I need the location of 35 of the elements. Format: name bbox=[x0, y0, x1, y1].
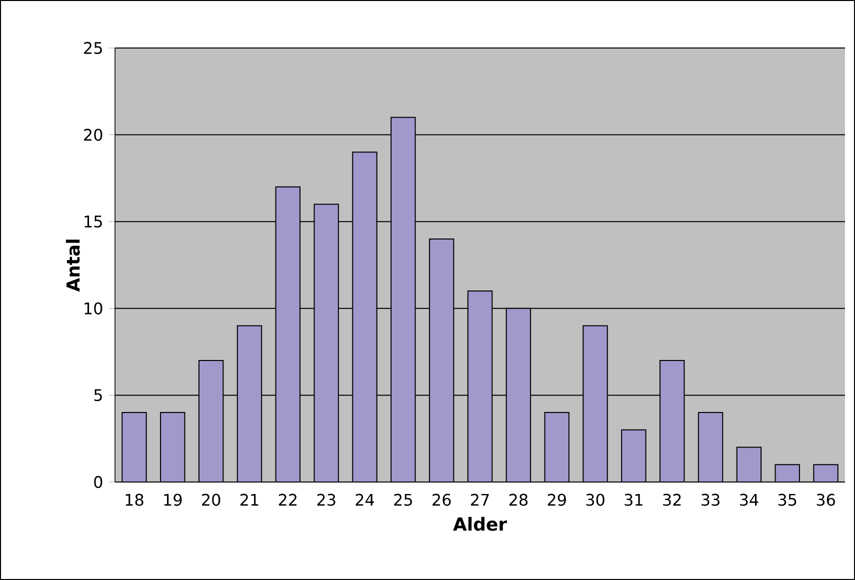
x-tick-label: 21 bbox=[240, 494, 258, 506]
x-tick-label: 24 bbox=[356, 494, 374, 506]
bar bbox=[698, 412, 724, 482]
y-tick-label: 25 bbox=[84, 42, 102, 54]
x-tick-label: 33 bbox=[702, 494, 720, 506]
y-tick-label: 10 bbox=[84, 302, 102, 314]
bar bbox=[621, 429, 646, 482]
y-tick-label: 15 bbox=[84, 216, 102, 228]
x-tick-label: 19 bbox=[164, 494, 182, 506]
y-axis-title: Antal bbox=[66, 240, 80, 292]
x-tick-label: 34 bbox=[740, 494, 758, 506]
bar bbox=[160, 412, 186, 482]
x-tick-label: 30 bbox=[586, 494, 604, 506]
x-tick-label: 20 bbox=[202, 494, 220, 506]
x-tick-label: 26 bbox=[432, 494, 451, 506]
x-tick-label: 36 bbox=[816, 494, 835, 506]
bar bbox=[544, 412, 570, 482]
x-axis-title: Alder bbox=[453, 516, 507, 531]
x-tick-label: 35 bbox=[778, 494, 796, 506]
x-tick-label: 29 bbox=[548, 494, 566, 506]
bar bbox=[813, 464, 838, 482]
x-tick-label: 32 bbox=[663, 494, 681, 506]
x-tick-label: 31 bbox=[624, 494, 642, 506]
y-tick-label: 5 bbox=[94, 389, 102, 402]
x-tick-label: 25 bbox=[394, 494, 412, 506]
y-tick-label: 20 bbox=[84, 128, 102, 141]
y-tick-label: 0 bbox=[94, 476, 102, 488]
x-tick-label: 22 bbox=[278, 494, 296, 506]
bar bbox=[122, 412, 147, 482]
bar bbox=[774, 464, 800, 482]
x-tick-label: 28 bbox=[509, 494, 528, 506]
x-tick-label: 18 bbox=[126, 494, 144, 506]
x-tick-label: 27 bbox=[470, 494, 489, 506]
x-tick-label: 23 bbox=[317, 494, 336, 506]
bar bbox=[736, 446, 762, 482]
